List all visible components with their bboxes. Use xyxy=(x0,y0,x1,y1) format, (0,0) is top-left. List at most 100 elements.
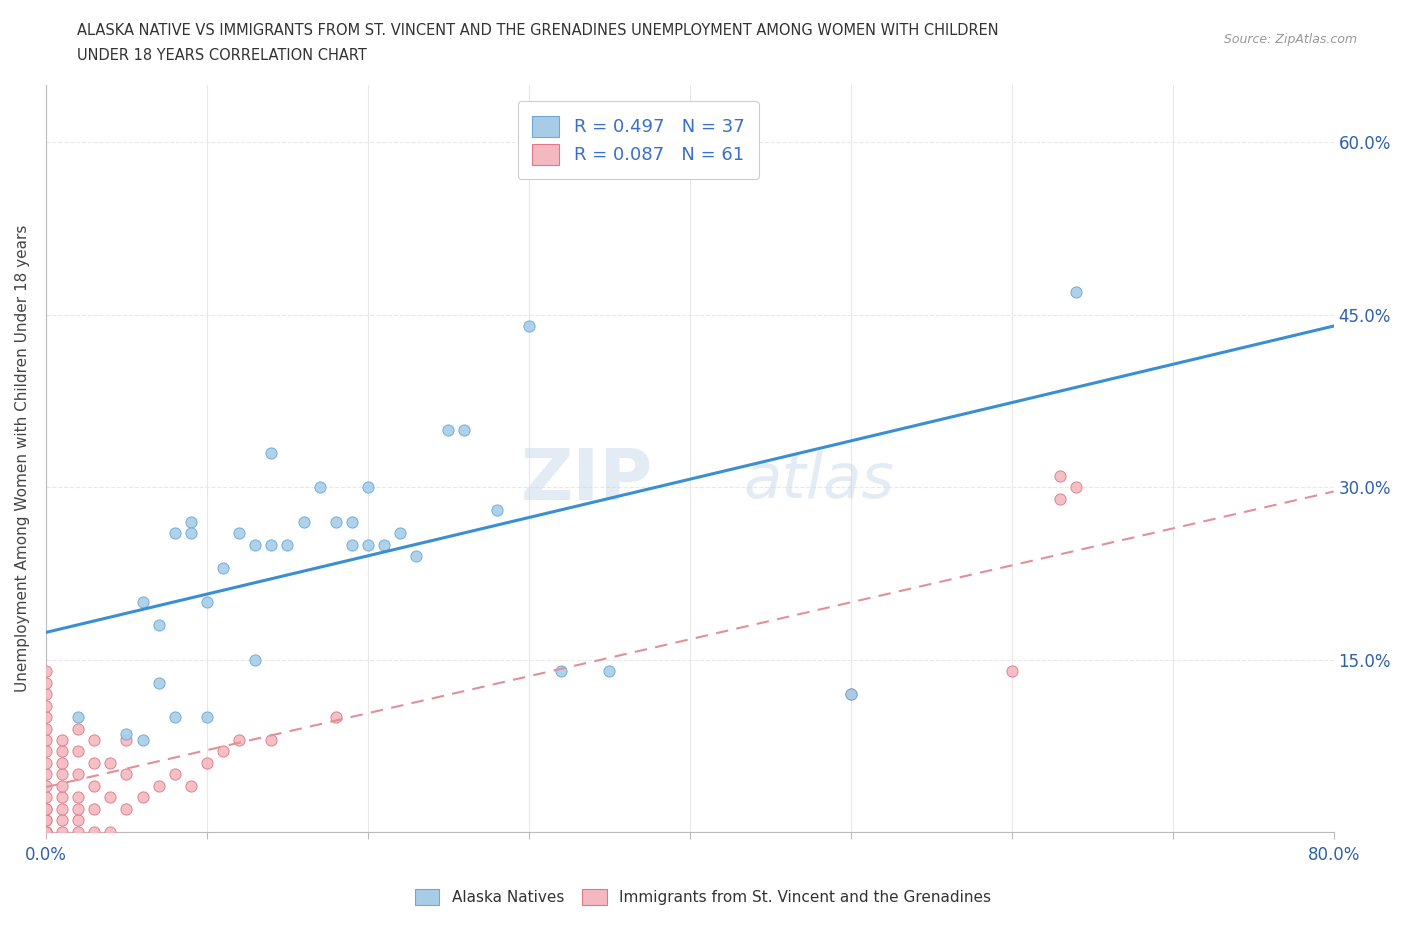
Point xyxy=(453,422,475,437)
Point xyxy=(1001,664,1024,679)
Point xyxy=(485,502,508,517)
Point xyxy=(228,525,250,540)
Point xyxy=(245,652,267,667)
Point xyxy=(83,755,105,770)
Point xyxy=(163,767,186,782)
Point xyxy=(35,767,58,782)
Point xyxy=(517,319,540,334)
Point xyxy=(340,538,363,552)
Point xyxy=(67,825,90,840)
Point xyxy=(51,767,73,782)
Point xyxy=(67,721,90,736)
Point xyxy=(51,778,73,793)
Point xyxy=(83,802,105,817)
Point xyxy=(83,825,105,840)
Point xyxy=(35,802,58,817)
Point xyxy=(389,525,412,540)
Point xyxy=(67,802,90,817)
Point xyxy=(131,790,153,804)
Point xyxy=(228,733,250,748)
Point xyxy=(51,802,73,817)
Point xyxy=(35,825,58,840)
Point xyxy=(325,514,347,529)
Point xyxy=(51,744,73,759)
Y-axis label: Unemployment Among Women with Children Under 18 years: Unemployment Among Women with Children U… xyxy=(15,225,30,692)
Point xyxy=(195,755,218,770)
Point xyxy=(131,733,153,748)
Point xyxy=(35,698,58,713)
Point xyxy=(260,733,283,748)
Point xyxy=(51,813,73,828)
Point xyxy=(148,675,170,690)
Point xyxy=(1049,491,1071,506)
Point xyxy=(245,538,267,552)
Text: ALASKA NATIVE VS IMMIGRANTS FROM ST. VINCENT AND THE GRENADINES UNEMPLOYMENT AMO: ALASKA NATIVE VS IMMIGRANTS FROM ST. VIN… xyxy=(77,23,998,38)
Point xyxy=(35,813,58,828)
Point xyxy=(308,480,330,495)
Point xyxy=(131,594,153,609)
Point xyxy=(35,825,58,840)
Point xyxy=(195,710,218,724)
Legend: R = 0.497   N = 37, R = 0.087   N = 61: R = 0.497 N = 37, R = 0.087 N = 61 xyxy=(517,101,759,179)
Point xyxy=(35,733,58,748)
Point xyxy=(148,778,170,793)
Point xyxy=(98,790,121,804)
Point xyxy=(35,802,58,817)
Point xyxy=(550,664,572,679)
Point xyxy=(35,686,58,701)
Point xyxy=(180,525,202,540)
Point xyxy=(163,710,186,724)
Point xyxy=(35,721,58,736)
Legend: Alaska Natives, Immigrants from St. Vincent and the Grenadines: Alaska Natives, Immigrants from St. Vinc… xyxy=(408,882,998,913)
Point xyxy=(405,549,427,564)
Point xyxy=(373,538,395,552)
Point xyxy=(51,733,73,748)
Point xyxy=(195,594,218,609)
Point xyxy=(115,727,138,742)
Point xyxy=(67,790,90,804)
Point xyxy=(35,813,58,828)
Point xyxy=(357,480,380,495)
Point xyxy=(1064,285,1087,299)
Point xyxy=(35,664,58,679)
Point xyxy=(35,790,58,804)
Point xyxy=(1049,468,1071,483)
Point xyxy=(35,825,58,840)
Point xyxy=(67,710,90,724)
Point xyxy=(83,733,105,748)
Point xyxy=(260,445,283,460)
Point xyxy=(276,538,298,552)
Point xyxy=(35,675,58,690)
Point xyxy=(340,514,363,529)
Point xyxy=(212,744,235,759)
Point xyxy=(598,664,620,679)
Point xyxy=(163,525,186,540)
Text: Source: ZipAtlas.com: Source: ZipAtlas.com xyxy=(1223,33,1357,46)
Point xyxy=(115,733,138,748)
Point xyxy=(260,538,283,552)
Point xyxy=(83,778,105,793)
Point xyxy=(839,686,862,701)
Point xyxy=(148,618,170,632)
Point xyxy=(357,538,380,552)
Point xyxy=(98,755,121,770)
Point xyxy=(292,514,315,529)
Point xyxy=(325,710,347,724)
Point xyxy=(35,755,58,770)
Point xyxy=(51,825,73,840)
Point xyxy=(1064,480,1087,495)
Point xyxy=(67,767,90,782)
Point xyxy=(35,825,58,840)
Point xyxy=(35,778,58,793)
Text: UNDER 18 YEARS CORRELATION CHART: UNDER 18 YEARS CORRELATION CHART xyxy=(77,48,367,63)
Text: ZIP: ZIP xyxy=(520,446,652,515)
Point xyxy=(115,802,138,817)
Point xyxy=(51,755,73,770)
Point xyxy=(115,767,138,782)
Point xyxy=(67,813,90,828)
Point xyxy=(67,744,90,759)
Point xyxy=(51,790,73,804)
Text: atlas: atlas xyxy=(744,451,894,511)
Point xyxy=(35,710,58,724)
Point xyxy=(180,514,202,529)
